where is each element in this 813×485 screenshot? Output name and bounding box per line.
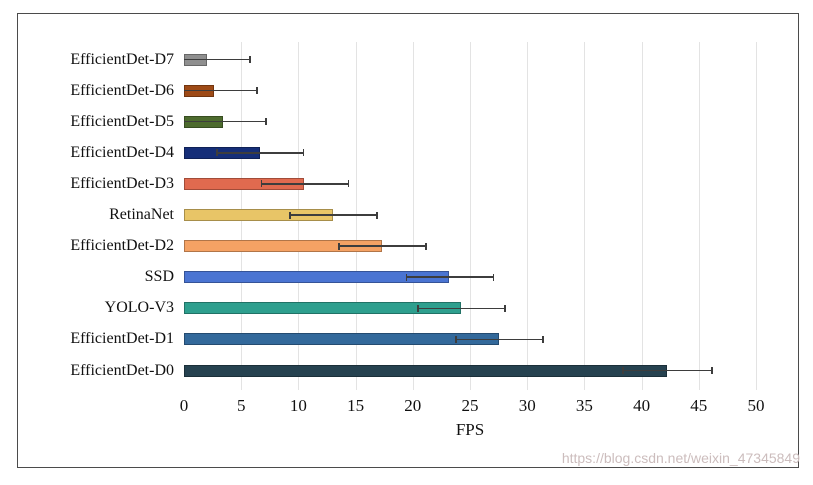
error-bar-line <box>184 89 257 92</box>
watermark-text: https://blog.csdn.net/weixin_47345849 <box>561 450 800 466</box>
error-bar-cap-left <box>216 149 218 157</box>
category-label: RetinaNet <box>109 206 174 223</box>
category-label: EfficientDet-D7 <box>70 50 174 68</box>
error-bar-line <box>405 276 493 278</box>
category-label: EfficientDet-D1 <box>70 330 174 348</box>
error-bar-line <box>184 120 266 123</box>
x-tick-label-10: 10 <box>289 396 307 415</box>
x-tick-label-50: 50 <box>747 396 765 415</box>
x-tick-label-5: 5 <box>236 396 246 415</box>
x-tick-label-20: 20 <box>404 396 422 415</box>
error-bar-cap-right <box>265 118 267 126</box>
gridline-40 <box>641 42 643 390</box>
x-tick-label-40: 40 <box>633 396 651 415</box>
error-bar-cap-right <box>504 304 506 312</box>
chart-frame: EfficientDet-D7 EfficientDet-D6 EfficientD… <box>17 13 799 468</box>
category-label: EfficientDet-D0 <box>70 361 174 379</box>
gridline-45 <box>698 42 700 390</box>
gridline-35 <box>584 42 586 390</box>
category-label: EfficientDet-D6 <box>70 81 174 99</box>
category-label: EfficientDet-D5 <box>70 112 174 130</box>
error-bar-line <box>622 369 712 372</box>
error-bar-line <box>216 152 303 154</box>
error-bar-cap-left <box>455 335 457 343</box>
category-label: YOLO-V3 <box>104 299 174 317</box>
x-tick-label-45: 45 <box>690 396 708 415</box>
error-bar-cap-right <box>256 87 258 95</box>
error-bar-cap-left <box>417 304 419 312</box>
error-bar-line <box>338 245 426 247</box>
error-bar-line <box>184 58 250 61</box>
x-tick-label-25: 25 <box>461 396 479 415</box>
gridline-50 <box>756 42 757 390</box>
error-bar-cap-left <box>622 367 624 374</box>
gridline-15 <box>355 42 357 390</box>
error-bar-cap-right <box>542 335 544 343</box>
error-bar-cap-right <box>425 242 427 250</box>
error-bar-line <box>417 307 505 310</box>
gridline-25 <box>470 42 471 390</box>
error-bar-cap-right <box>249 56 251 63</box>
x-axis-title: FPS <box>455 420 485 439</box>
error-bar-cap-right <box>347 180 350 188</box>
error-bar-cap-right <box>711 367 713 374</box>
error-bar-cap-right <box>492 273 495 281</box>
error-bar-cap-left <box>289 211 291 219</box>
category-label: EfficientDet-D2 <box>70 237 174 255</box>
category-label: SSD <box>144 268 174 286</box>
gridline-20 <box>412 42 414 390</box>
x-tick-label-0: 0 <box>179 396 189 415</box>
category-label: EfficientDet-D4 <box>70 143 174 161</box>
category-label: EfficientDet-D3 <box>70 174 174 192</box>
bar <box>184 364 667 377</box>
error-bar-cap-left <box>338 242 340 250</box>
error-bar-cap-left <box>260 180 263 188</box>
error-bar-cap-left <box>405 273 408 281</box>
error-bar-line <box>289 214 377 216</box>
x-tick-label-35: 35 <box>575 396 593 415</box>
gridline-30 <box>527 42 529 390</box>
error-bar-cap-right <box>302 149 305 157</box>
error-bar-line <box>455 338 543 341</box>
x-tick-label-15: 15 <box>347 396 365 415</box>
bar <box>184 333 499 346</box>
error-bar-line <box>260 183 348 185</box>
error-bar-cap-right <box>376 211 378 219</box>
x-tick-label-30: 30 <box>518 396 536 415</box>
